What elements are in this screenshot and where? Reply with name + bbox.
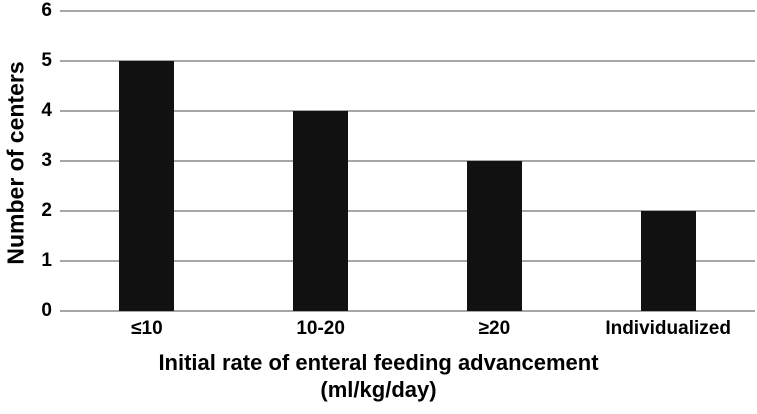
y-tick-label: 4 — [41, 100, 52, 121]
gridline — [60, 160, 755, 162]
bar — [640, 211, 696, 311]
y-tick-label: 3 — [41, 150, 52, 171]
y-tick-label: 2 — [41, 200, 52, 221]
gridline — [60, 60, 755, 62]
bar — [119, 61, 175, 311]
bar — [293, 111, 349, 311]
gridline — [60, 210, 755, 212]
bar — [466, 161, 522, 311]
x-axis-title-line2: (ml/kg/day) — [320, 377, 437, 402]
gridline — [60, 310, 755, 312]
x-axis-title-line1: Initial rate of enteral feeding advancem… — [158, 350, 599, 375]
y-axis-ticks: 0 1 2 3 4 5 6 — [0, 0, 52, 321]
plot-area — [60, 10, 755, 312]
y-tick-label: 5 — [41, 50, 52, 71]
x-category-label: 10-20 — [296, 318, 345, 339]
x-category-label: Individualized — [605, 318, 731, 339]
gridline — [60, 10, 755, 12]
gridline — [60, 260, 755, 262]
y-tick-label: 6 — [41, 0, 52, 21]
gridline — [60, 110, 755, 112]
y-tick-label: 0 — [41, 300, 52, 321]
x-axis-title: Initial rate of enteral feeding advancem… — [0, 349, 757, 403]
y-tick-label: 1 — [41, 250, 52, 271]
x-category-label: ≥20 — [478, 318, 511, 339]
x-category-label: ≤10 — [131, 318, 163, 339]
x-axis-category-labels: ≤10 10-20 ≥20 Individualized — [60, 318, 755, 342]
